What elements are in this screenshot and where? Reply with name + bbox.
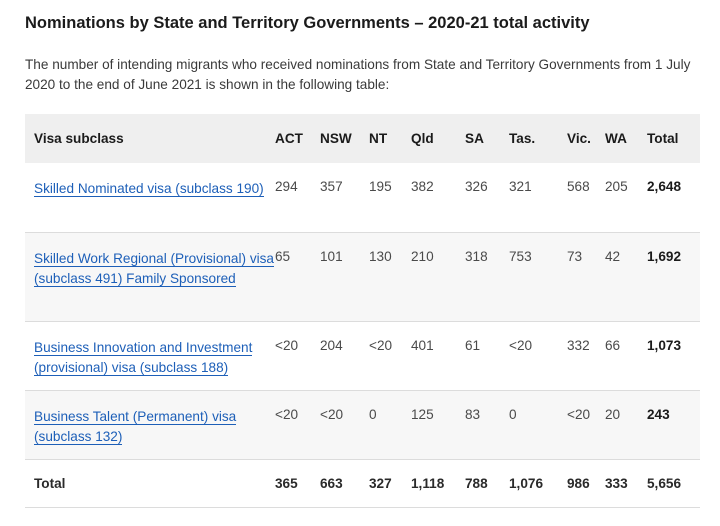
visa-cell: Business Talent (Permanent) visa (subcla… (25, 390, 275, 459)
page-heading: Nominations by State and Territory Gover… (25, 14, 590, 32)
nominations-table: Visa subclass ACT NSW NT Qld SA Tas. Vic… (25, 114, 700, 508)
total-nt: 327 (369, 475, 392, 491)
cell-wa: 205 (605, 179, 628, 194)
cell-qld: 382 (411, 179, 434, 194)
total-nsw: 663 (320, 475, 343, 491)
header-act: ACT (275, 131, 303, 146)
cell-nt: 0 (369, 406, 377, 422)
cell-sa: 318 (465, 248, 488, 264)
cell-act: 294 (275, 179, 298, 194)
header-tas: Tas. (509, 131, 536, 146)
visa-cell: Skilled Nominated visa (subclass 190) (25, 163, 275, 232)
total-wa: 333 (605, 475, 628, 491)
cell-sa: 326 (465, 179, 488, 194)
cell-nsw: <20 (320, 406, 344, 422)
table-header-row: Visa subclass ACT NSW NT Qld SA Tas. Vic… (25, 114, 700, 163)
cell-wa: 42 (605, 248, 621, 264)
total-grand: 5,656 (647, 475, 682, 491)
cell-sa: 61 (465, 337, 481, 353)
intro-paragraph: The number of intending migrants who rec… (25, 57, 691, 92)
header-nsw: NSW (320, 131, 352, 146)
table-row: Skilled Nominated visa (subclass 190) 29… (25, 163, 700, 232)
cell-wa: 66 (605, 337, 621, 353)
total-vic: 986 (567, 475, 590, 491)
header-wa: WA (605, 131, 627, 146)
cell-act: <20 (275, 406, 299, 422)
header-total: Total (647, 131, 679, 146)
cell-nt: <20 (369, 337, 393, 353)
table-row: Skilled Work Regional (Provisional) visa… (25, 232, 700, 321)
visa-link-132[interactable]: Business Talent (Permanent) visa (subcla… (34, 408, 237, 445)
cell-act: <20 (275, 337, 299, 353)
cell-wa: 20 (605, 406, 621, 422)
cell-vic: 568 (567, 179, 590, 194)
cell-act: 65 (275, 248, 291, 264)
visa-link-188[interactable]: Business Innovation and Investment (prov… (34, 339, 253, 376)
total-row: Total 365 663 327 1,118 788 1,076 986 33… (25, 459, 700, 507)
visa-cell: Skilled Work Regional (Provisional) visa… (25, 232, 275, 321)
total-qld: 1,118 (411, 475, 445, 491)
total-act: 365 (275, 475, 298, 491)
cell-vic: <20 (567, 406, 591, 422)
total-sa: 788 (465, 475, 488, 491)
visa-link-190[interactable]: Skilled Nominated visa (subclass 190) (34, 181, 264, 197)
cell-total: 2,648 (647, 179, 682, 194)
cell-qld: 125 (411, 406, 434, 422)
cell-total: 243 (647, 406, 670, 422)
cell-tas: 0 (509, 406, 517, 422)
cell-vic: 73 (567, 248, 583, 264)
cell-total: 1,692 (647, 248, 682, 264)
cell-total: 1,073 (647, 337, 682, 353)
table-row: Business Innovation and Investment (prov… (25, 321, 700, 390)
cell-nsw: 204 (320, 337, 343, 353)
visa-cell: Business Innovation and Investment (prov… (25, 321, 275, 390)
cell-nsw: 101 (320, 248, 343, 264)
cell-tas: <20 (509, 337, 533, 353)
cell-tas: 753 (509, 248, 532, 264)
total-label: Total (34, 475, 66, 491)
header-visa-subclass: Visa subclass (34, 131, 124, 146)
header-qld: Qld (411, 131, 434, 146)
cell-nsw: 357 (320, 179, 343, 194)
cell-sa: 83 (465, 406, 481, 422)
cell-nt: 195 (369, 179, 392, 194)
cell-vic: 332 (567, 337, 590, 353)
visa-link-491[interactable]: Skilled Work Regional (Provisional) visa… (34, 250, 274, 287)
cell-tas: 321 (509, 179, 532, 194)
header-vic: Vic. (567, 131, 591, 146)
cell-qld: 210 (411, 248, 434, 264)
cell-qld: 401 (411, 337, 434, 353)
table-row: Business Talent (Permanent) visa (subcla… (25, 390, 700, 459)
cell-nt: 130 (369, 248, 392, 264)
header-nt: NT (369, 131, 388, 146)
header-sa: SA (465, 131, 484, 146)
total-tas: 1,076 (509, 475, 544, 491)
